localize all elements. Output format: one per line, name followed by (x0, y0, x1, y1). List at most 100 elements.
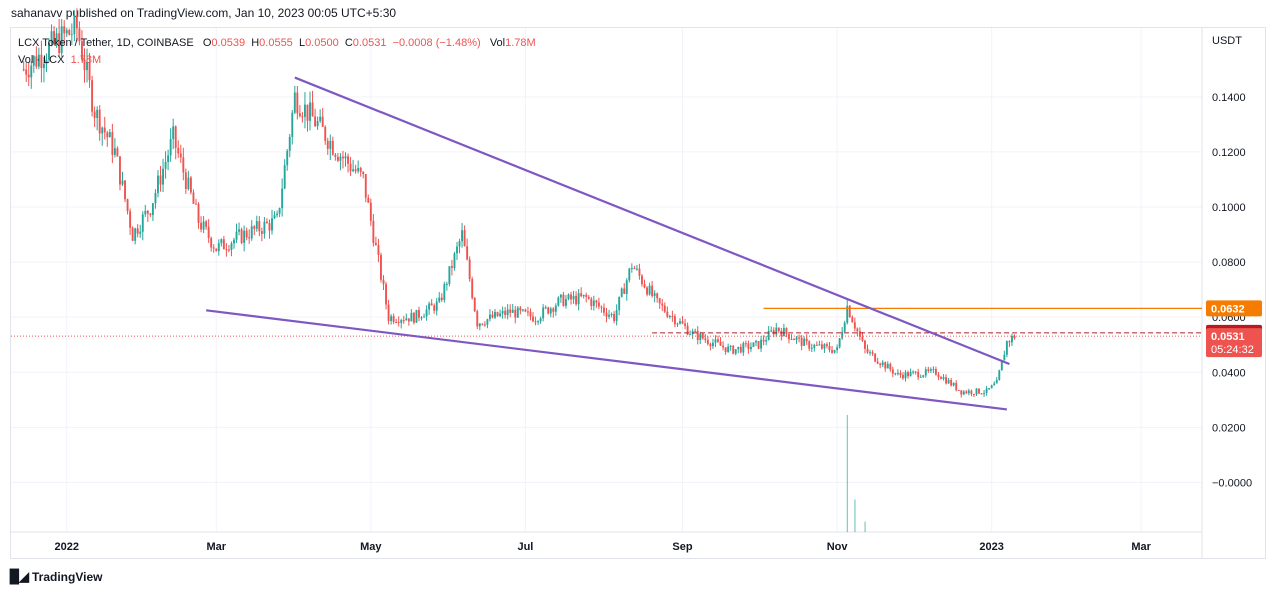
candle-body (805, 338, 808, 342)
candle-body (549, 308, 552, 314)
tradingview-logo-icon[interactable]: ▉◢ (10, 569, 29, 584)
candle-body (339, 156, 342, 161)
candle-body (542, 307, 545, 319)
candle-body (445, 283, 448, 285)
candle-body (382, 279, 385, 285)
candle-body (798, 337, 801, 339)
candle-body (309, 102, 311, 121)
candle-body (904, 372, 907, 379)
last-price-label: 0.0531 (1211, 331, 1245, 343)
candle-body (377, 245, 380, 255)
candle-body (544, 307, 547, 309)
candle-body (818, 344, 821, 346)
candle-body (623, 288, 626, 294)
candle-body (772, 330, 775, 335)
candle-body (227, 249, 230, 251)
candle-body (395, 321, 398, 323)
candle-body (86, 61, 88, 71)
candle-body (70, 34, 73, 36)
volume-row: Vol · LCX 1.78M (18, 52, 536, 69)
candle-body (671, 315, 674, 317)
candle-body (167, 155, 170, 163)
candle-body (283, 165, 286, 189)
candle-body (608, 314, 610, 317)
candle-body (126, 199, 129, 212)
candle-body (296, 92, 299, 114)
candle-body (103, 127, 106, 133)
candle-body (742, 343, 745, 353)
candle-body (151, 203, 154, 216)
candle-body (210, 237, 213, 248)
candle-body (932, 369, 935, 371)
candle-body (1000, 360, 1003, 371)
candle-body (967, 390, 970, 394)
candle-body (957, 389, 960, 391)
candle-body (271, 218, 273, 231)
candle-body (980, 393, 983, 395)
candle-body (747, 343, 750, 350)
candle-body (770, 330, 773, 332)
candle-body (679, 321, 681, 324)
candle-body (440, 297, 443, 301)
candle-body (760, 339, 763, 349)
candle-body (575, 295, 578, 305)
candle-body (182, 157, 185, 173)
candle-body (189, 177, 192, 193)
candle-body (488, 314, 491, 320)
candle-body (587, 296, 590, 299)
candle-body (843, 322, 846, 332)
candle-body (149, 213, 152, 216)
candle-body (197, 203, 200, 223)
candle-body (1008, 341, 1011, 343)
candle-body (347, 156, 349, 164)
candle-body (40, 54, 43, 68)
candle-body (985, 388, 988, 393)
candle-body (808, 341, 811, 349)
change-value: −0.0008 (−1.48%) (392, 37, 481, 49)
candle-body (610, 313, 613, 315)
candle-body (704, 338, 707, 340)
y-tick-label: 0.0800 (1212, 257, 1246, 269)
candle-body (367, 197, 370, 203)
candle-body (83, 59, 86, 71)
candle-body (106, 132, 109, 138)
candle-body (456, 246, 458, 254)
candle-body (876, 361, 879, 364)
candle-body (815, 344, 818, 346)
candle-body (643, 284, 646, 288)
candle-body (139, 231, 142, 234)
candle-body (303, 104, 306, 117)
candle-body (222, 239, 225, 250)
candle-body (225, 249, 228, 251)
candle-body (790, 339, 793, 341)
candle-body (846, 305, 849, 323)
candle-body (336, 156, 339, 161)
candle-body (709, 343, 712, 347)
candle-body (810, 347, 813, 349)
candle-body (478, 323, 481, 327)
candle-body (400, 320, 403, 323)
candle-body (131, 227, 134, 241)
candle-body (392, 316, 395, 322)
candle-body (321, 116, 324, 127)
candle-body (260, 231, 263, 234)
candle-body (706, 339, 709, 344)
candle-body (841, 331, 844, 339)
candle-body (486, 319, 489, 325)
symbol-label[interactable]: LCX Token / Tether, 1D, COINBASE (18, 37, 194, 49)
candle-body (529, 311, 532, 317)
candle-body (782, 328, 785, 337)
candle-body (734, 349, 737, 354)
candle-body (960, 390, 963, 395)
candle-body (496, 312, 499, 317)
candle-body (552, 308, 555, 312)
candle-body (970, 390, 973, 395)
candle-body (91, 80, 94, 112)
volume-study-label[interactable]: Vol · LCX (18, 54, 65, 66)
candle-body (732, 345, 735, 354)
candle-body (547, 307, 550, 314)
candle-body (861, 336, 864, 341)
candle-body (638, 268, 641, 276)
candle-body (380, 254, 382, 280)
